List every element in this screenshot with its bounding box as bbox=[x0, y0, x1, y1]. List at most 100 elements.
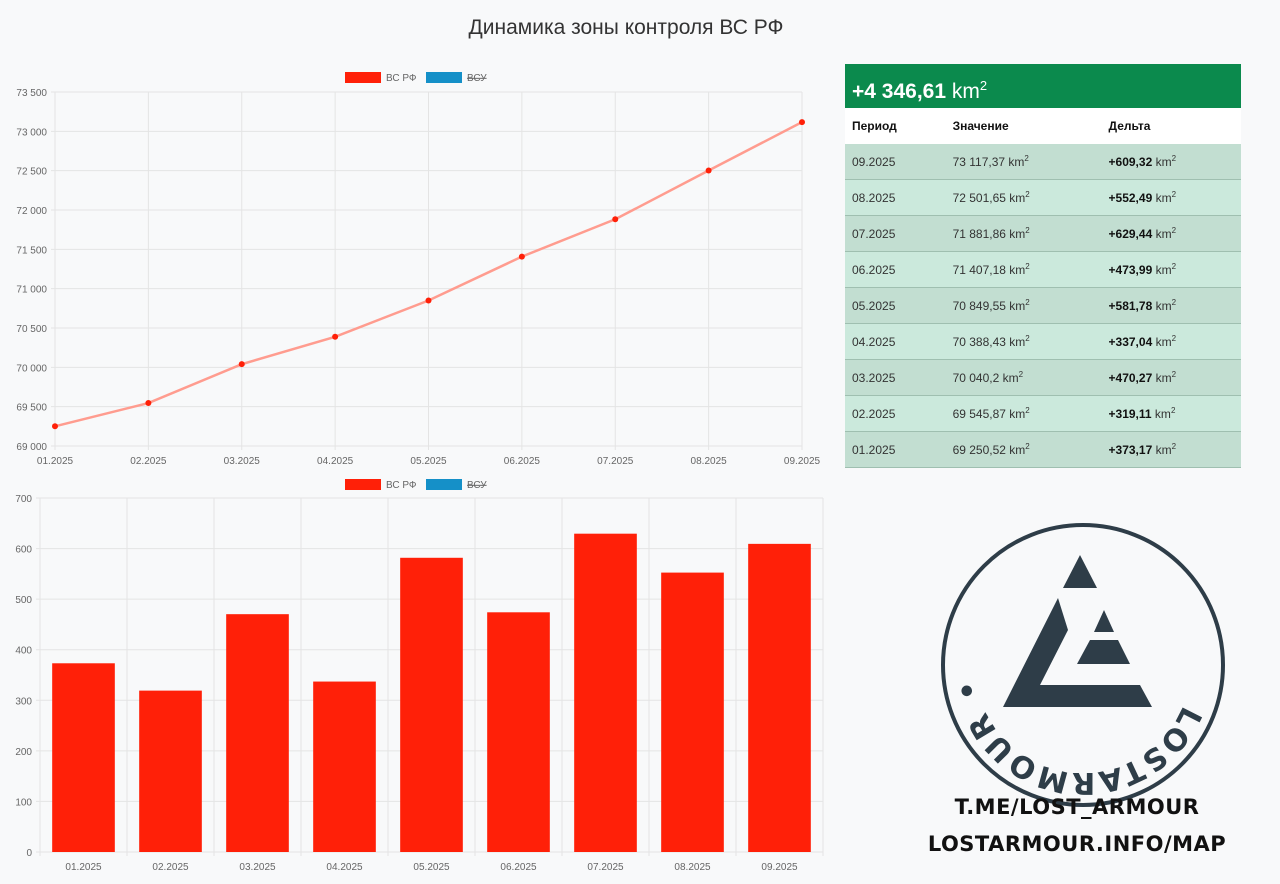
x-tick-label: 09.2025 bbox=[784, 456, 821, 467]
bar[interactable] bbox=[661, 572, 724, 852]
legend-label-vsrf[interactable]: ВС РФ bbox=[386, 480, 417, 491]
table-row: 03.2025 70 040,2 km2 +470,27 km2 bbox=[845, 359, 1241, 396]
table-row: 06.2025 71 407,18 km2 +473,99 km2 bbox=[845, 251, 1241, 288]
value: 69 250,52 km2 bbox=[945, 431, 1102, 468]
table-row: 04.2025 70 388,43 km2 +337,04 km2 bbox=[845, 323, 1241, 360]
y-tick-label: 73 500 bbox=[16, 88, 47, 99]
period: 07.2025 bbox=[845, 215, 946, 252]
line-point[interactable] bbox=[705, 167, 712, 174]
table-row: 01.2025 69 250,52 km2 +373,17 km2 bbox=[845, 431, 1241, 468]
line-point[interactable] bbox=[52, 423, 58, 430]
line-point[interactable] bbox=[238, 361, 245, 368]
x-tick-label: 06.2025 bbox=[500, 862, 537, 873]
y-tick-label: 70 500 bbox=[16, 324, 47, 335]
y-tick-label: 70 000 bbox=[16, 363, 47, 374]
bar[interactable] bbox=[487, 612, 550, 852]
period: 01.2025 bbox=[845, 431, 946, 468]
value: 70 849,55 km2 bbox=[945, 287, 1102, 324]
x-tick-label: 03.2025 bbox=[239, 862, 276, 873]
period: 09.2025 bbox=[845, 144, 946, 180]
period: 04.2025 bbox=[845, 323, 946, 360]
table-row: 09.2025 73 117,37 km2 +609,32 km2 bbox=[845, 144, 1241, 180]
legend-swatch-vsu[interactable] bbox=[426, 72, 462, 83]
period: 06.2025 bbox=[845, 251, 946, 288]
col-delta: Дельта bbox=[1101, 108, 1241, 144]
x-tick-label: 06.2025 bbox=[504, 456, 541, 467]
x-tick-label: 01.2025 bbox=[37, 456, 74, 467]
line-point[interactable] bbox=[332, 333, 339, 340]
bar[interactable] bbox=[139, 690, 202, 852]
line-point[interactable] bbox=[145, 400, 152, 407]
y-tick-label: 71 000 bbox=[16, 285, 47, 296]
total-delta: +4 346,61 km2 bbox=[845, 64, 1241, 108]
x-tick-label: 07.2025 bbox=[597, 456, 634, 467]
delta: +581,78 km2 bbox=[1101, 287, 1241, 324]
y-tick-label: 72 000 bbox=[16, 206, 47, 217]
bar[interactable] bbox=[574, 533, 637, 852]
x-tick-label: 04.2025 bbox=[326, 862, 363, 873]
page-title: Динамика зоны контроля ВС РФ bbox=[468, 16, 784, 39]
y-tick-label: 200 bbox=[15, 747, 32, 758]
period: 03.2025 bbox=[845, 359, 946, 396]
map-link[interactable]: LOSTARMOUR.INFO/MAP bbox=[927, 832, 1227, 856]
legend-swatch-vsrf[interactable] bbox=[345, 72, 381, 83]
x-tick-label: 08.2025 bbox=[674, 862, 711, 873]
period: 05.2025 bbox=[845, 287, 946, 324]
total-unit-sup: 2 bbox=[979, 78, 988, 93]
value: 70 040,2 km2 bbox=[945, 359, 1102, 396]
bar[interactable] bbox=[313, 681, 376, 852]
value: 71 881,86 km2 bbox=[945, 215, 1102, 252]
delta: +473,99 km2 bbox=[1101, 251, 1241, 288]
line-point[interactable] bbox=[518, 253, 525, 260]
delta: +373,17 km2 bbox=[1101, 431, 1241, 468]
y-tick-label: 600 bbox=[15, 545, 32, 556]
value: 72 501,65 km2 bbox=[945, 179, 1102, 216]
line-point[interactable] bbox=[612, 216, 619, 223]
col-value: Значение bbox=[945, 108, 1102, 144]
telegram-link[interactable]: T.ME/LOST_ARMOUR bbox=[954, 795, 1200, 819]
line-point[interactable] bbox=[799, 119, 805, 126]
logo-trapezoid bbox=[1077, 640, 1130, 664]
y-tick-label: 400 bbox=[15, 646, 32, 657]
y-tick-label: 100 bbox=[15, 797, 32, 808]
x-tick-label: 05.2025 bbox=[410, 456, 447, 467]
legend-label-vsu[interactable]: ВСУ bbox=[467, 73, 487, 84]
x-tick-label: 05.2025 bbox=[413, 862, 450, 873]
period: 02.2025 bbox=[845, 395, 946, 432]
legend-label-vsu[interactable]: ВСУ bbox=[467, 480, 487, 491]
x-tick-label: 09.2025 bbox=[761, 862, 798, 873]
delta: +629,44 km2 bbox=[1101, 215, 1241, 252]
y-tick-label: 72 500 bbox=[16, 167, 47, 178]
line-point[interactable] bbox=[425, 297, 432, 304]
bar[interactable] bbox=[226, 614, 289, 852]
summary-panel: +4 346,61 km2 Период Значение Дельта 09.20… bbox=[845, 64, 1241, 468]
bar[interactable] bbox=[748, 543, 811, 852]
bar[interactable] bbox=[400, 557, 463, 852]
charts: ВС РФ ВСУ 69 000 69 500 70 000 70 500 71 000 71… bbox=[15, 72, 824, 873]
x-tick-label: 03.2025 bbox=[224, 456, 261, 467]
table-row: 08.2025 72 501,65 km2 +552,49 km2 bbox=[845, 179, 1241, 216]
legend-swatch-vsrf[interactable] bbox=[345, 479, 381, 490]
table-row: 07.2025 71 881,86 km2 +629,44 km2 bbox=[845, 215, 1241, 252]
table-row: 02.2025 69 545,87 km2 +319,11 km2 bbox=[845, 395, 1241, 432]
logo-l-shape bbox=[1003, 598, 1152, 707]
y-tick-label: 71 500 bbox=[16, 245, 47, 256]
x-tick-label: 02.2025 bbox=[152, 862, 189, 873]
y-tick-label: 500 bbox=[15, 595, 32, 606]
y-tick-label: 0 bbox=[26, 848, 32, 859]
y-tick-label: 69 000 bbox=[16, 442, 47, 453]
x-tick-label: 02.2025 bbox=[130, 456, 167, 467]
total-value: +4 346,61 bbox=[852, 80, 947, 103]
value: 71 407,18 km2 bbox=[945, 251, 1102, 288]
x-tick-label: 07.2025 bbox=[587, 862, 624, 873]
bar[interactable] bbox=[52, 663, 115, 852]
total-unit: km bbox=[951, 80, 980, 103]
legend-label-vsrf[interactable]: ВС РФ bbox=[386, 73, 417, 84]
delta: +470,27 km2 bbox=[1101, 359, 1241, 396]
y-tick-label: 73 000 bbox=[16, 127, 47, 138]
table-row: 05.2025 70 849,55 km2 +581,78 km2 bbox=[845, 287, 1241, 324]
logo-triangle-top bbox=[1063, 555, 1097, 588]
y-tick-label: 700 bbox=[15, 494, 32, 505]
legend-swatch-vsu[interactable] bbox=[426, 479, 462, 490]
col-period: Период bbox=[845, 108, 946, 144]
